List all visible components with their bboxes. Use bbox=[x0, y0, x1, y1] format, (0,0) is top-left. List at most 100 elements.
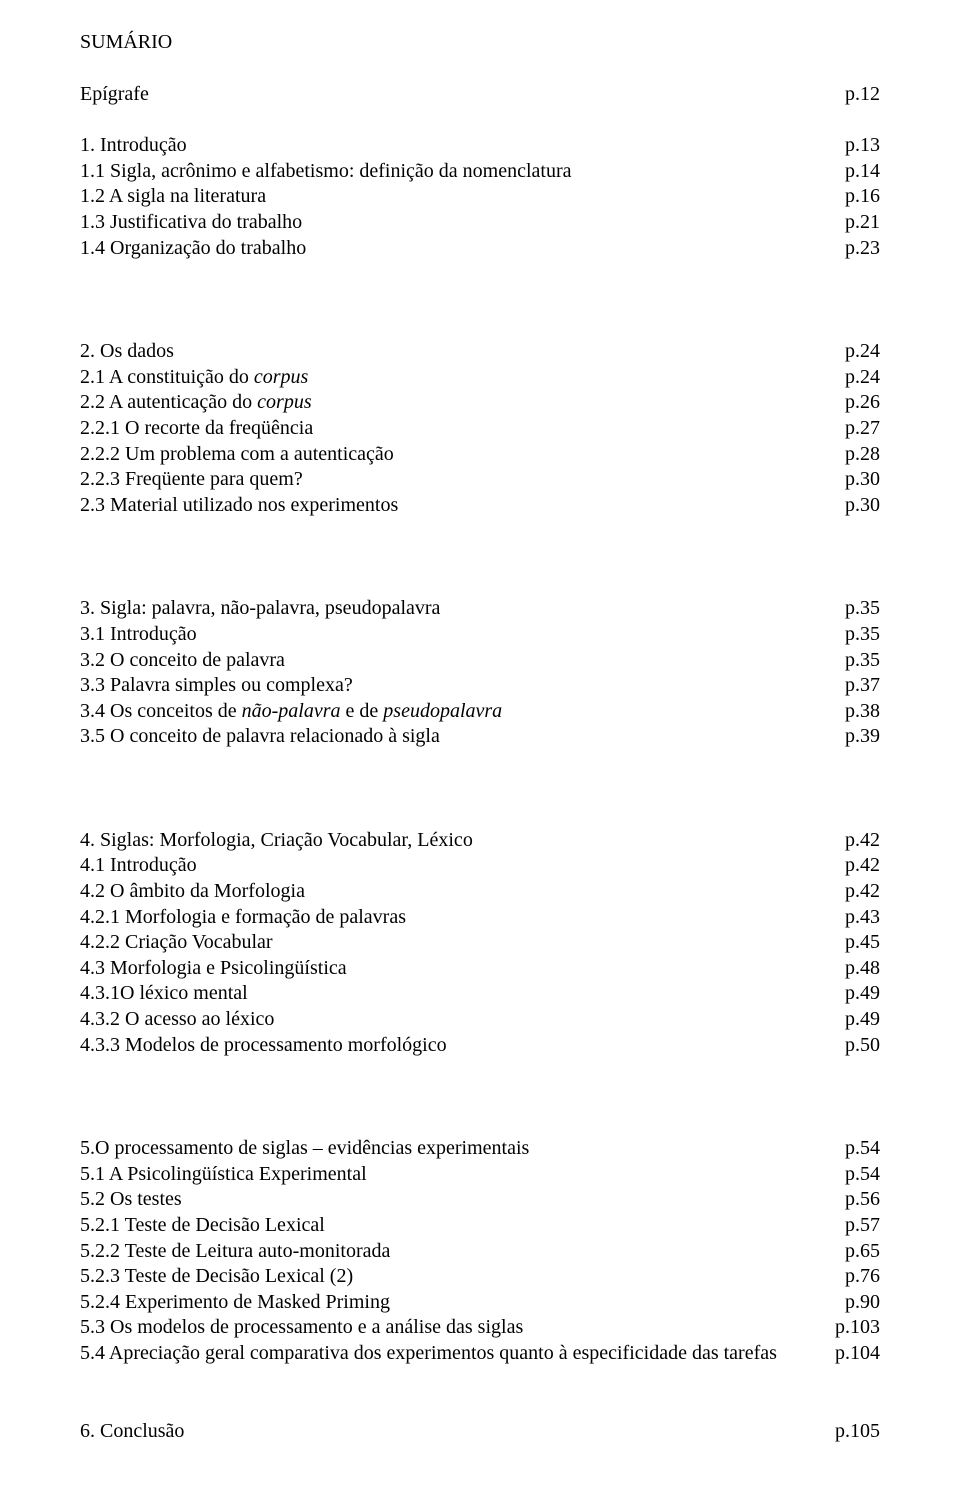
toc-label: 2.2 A autenticação do corpus bbox=[80, 390, 833, 416]
toc-entry: 4.2.2 Criação Vocabularp.45 bbox=[80, 930, 880, 956]
toc-entry: 3.1 Introduçãop.35 bbox=[80, 622, 880, 648]
toc-label: 5.1 A Psicolingüística Experimental bbox=[80, 1162, 833, 1188]
toc-entry: 4.3.1O léxico mentalp.49 bbox=[80, 981, 880, 1007]
toc-page: p.48 bbox=[833, 956, 880, 982]
toc-label: 2.2.1 O recorte da freqüência bbox=[80, 416, 833, 442]
toc-label: 4.2.2 Criação Vocabular bbox=[80, 930, 833, 956]
toc-label: 1. Introdução bbox=[80, 133, 833, 159]
toc-page: p.43 bbox=[833, 905, 880, 931]
toc-page: p.90 bbox=[833, 1290, 880, 1316]
toc-label: 4. Siglas: Morfologia, Criação Vocabular… bbox=[80, 828, 833, 854]
toc-entry: 4.3 Morfologia e Psicolingüísticap.48 bbox=[80, 956, 880, 982]
toc-page: p.49 bbox=[833, 1007, 880, 1033]
toc-label: 6. Conclusão bbox=[80, 1419, 823, 1445]
toc-page: p.65 bbox=[833, 1239, 880, 1265]
toc-label: 3. Sigla: palavra, não-palavra, pseudopa… bbox=[80, 596, 833, 622]
toc-label: 3.3 Palavra simples ou complexa? bbox=[80, 673, 833, 699]
toc-label: 5.4 Apreciação geral comparativa dos exp… bbox=[80, 1341, 823, 1367]
toc-entry: 5.1 A Psicolingüística Experimentalp.54 bbox=[80, 1162, 880, 1188]
toc-label-italic: corpus bbox=[257, 391, 311, 413]
toc-page: p.16 bbox=[833, 184, 880, 210]
toc-label: 2. Os dados bbox=[80, 339, 833, 365]
toc-label-mid: e de bbox=[341, 700, 384, 722]
toc-label: 4.2 O âmbito da Morfologia bbox=[80, 879, 833, 905]
toc-page: p.56 bbox=[833, 1187, 880, 1213]
toc-section: 3. Sigla: palavra, não-palavra, pseudopa… bbox=[80, 596, 880, 750]
toc-entry: 4.2.1 Morfologia e formação de palavrasp… bbox=[80, 905, 880, 931]
toc-entry: 5.2 Os testesp.56 bbox=[80, 1187, 880, 1213]
toc-section: 1. Introduçãop.131.1 Sigla, acrônimo e a… bbox=[80, 133, 880, 261]
toc-label: 5.2.3 Teste de Decisão Lexical (2) bbox=[80, 1264, 833, 1290]
toc-page: p.49 bbox=[833, 981, 880, 1007]
toc-label: 3.2 O conceito de palavra bbox=[80, 648, 833, 674]
toc-page: p.26 bbox=[833, 390, 880, 416]
toc-entry: 4.2 O âmbito da Morfologiap.42 bbox=[80, 879, 880, 905]
toc-page: p.54 bbox=[833, 1136, 880, 1162]
toc-label: 4.3.3 Modelos de processamento morfológi… bbox=[80, 1033, 833, 1059]
toc-entry: 5.O processamento de siglas – evidências… bbox=[80, 1136, 880, 1162]
toc-section: 6. Conclusãop.105 bbox=[80, 1419, 880, 1445]
toc-label-pre: 2.1 A constituição do bbox=[80, 366, 254, 388]
toc-entry: 1.2 A sigla na literaturap.16 bbox=[80, 184, 880, 210]
toc-entry: 1.3 Justificativa do trabalhop.21 bbox=[80, 210, 880, 236]
toc-label: 1.2 A sigla na literatura bbox=[80, 184, 833, 210]
toc-label: 5.2.4 Experimento de Masked Priming bbox=[80, 1290, 833, 1316]
toc-page: p.42 bbox=[833, 879, 880, 905]
toc-label-pre: 2.2 A autenticação do bbox=[80, 391, 257, 413]
toc-label: 2.3 Material utilizado nos experimentos bbox=[80, 493, 833, 519]
toc-page: p.35 bbox=[833, 596, 880, 622]
toc-page: p.27 bbox=[833, 416, 880, 442]
toc-page: p.13 bbox=[833, 133, 880, 159]
toc-page: p.57 bbox=[833, 1213, 880, 1239]
toc-entry: 3.3 Palavra simples ou complexa?p.37 bbox=[80, 673, 880, 699]
toc-page: p.30 bbox=[833, 493, 880, 519]
toc-label: 5.2.1 Teste de Decisão Lexical bbox=[80, 1213, 833, 1239]
toc-entry: 2.2.3 Freqüente para quem?p.30 bbox=[80, 467, 880, 493]
toc-label: Epígrafe bbox=[80, 82, 833, 108]
document-title: SUMÁRIO bbox=[80, 30, 880, 56]
toc-page: p.24 bbox=[833, 365, 880, 391]
toc-label-italic: não-palavra bbox=[242, 700, 341, 722]
toc-label: 4.3.1O léxico mental bbox=[80, 981, 833, 1007]
epigraph-section: Epígrafe p.12 bbox=[80, 82, 880, 108]
toc-page: p.42 bbox=[833, 828, 880, 854]
toc-label-italic: pseudopalavra bbox=[383, 700, 502, 722]
toc-entry: 2.3 Material utilizado nos experimentosp… bbox=[80, 493, 880, 519]
toc-label: 5.3 Os modelos de processamento e a anál… bbox=[80, 1315, 823, 1341]
toc-entry: 2. Os dadosp.24 bbox=[80, 339, 880, 365]
toc-entry: Epígrafe p.12 bbox=[80, 82, 880, 108]
toc-entry: 5.3 Os modelos de processamento e a anál… bbox=[80, 1315, 880, 1341]
toc-section: 4. Siglas: Morfologia, Criação Vocabular… bbox=[80, 828, 880, 1058]
toc-label-italic: corpus bbox=[254, 366, 308, 388]
toc-entry: 3.5 O conceito de palavra relacionado à … bbox=[80, 724, 880, 750]
toc-label-pre: 3.4 Os conceitos de bbox=[80, 700, 242, 722]
toc-label: 5.2.2 Teste de Leitura auto-monitorada bbox=[80, 1239, 833, 1265]
toc-entry: 5.2.1 Teste de Decisão Lexicalp.57 bbox=[80, 1213, 880, 1239]
toc-label: 4.1 Introdução bbox=[80, 853, 833, 879]
toc-entry: 5.2.2 Teste de Leitura auto-monitoradap.… bbox=[80, 1239, 880, 1265]
toc-page: p.45 bbox=[833, 930, 880, 956]
toc-page: p.14 bbox=[833, 159, 880, 185]
toc-entry: 1.1 Sigla, acrônimo e alfabetismo: defin… bbox=[80, 159, 880, 185]
toc-entry: 3.2 O conceito de palavrap.35 bbox=[80, 648, 880, 674]
toc-label: 1.4 Organização do trabalho bbox=[80, 236, 833, 262]
toc-page: p.24 bbox=[833, 339, 880, 365]
toc-page: p.23 bbox=[833, 236, 880, 262]
toc-page: p.76 bbox=[833, 1264, 880, 1290]
toc-page: p.104 bbox=[823, 1341, 880, 1367]
toc-label: 4.3 Morfologia e Psicolingüística bbox=[80, 956, 833, 982]
toc-page: p.28 bbox=[833, 442, 880, 468]
toc-entry: 1.4 Organização do trabalhop.23 bbox=[80, 236, 880, 262]
toc-page: p.50 bbox=[833, 1033, 880, 1059]
toc-page: p.103 bbox=[823, 1315, 880, 1341]
toc-entry: 6. Conclusãop.105 bbox=[80, 1419, 880, 1445]
toc-entry: 5.2.3 Teste de Decisão Lexical (2)p.76 bbox=[80, 1264, 880, 1290]
toc-section: 5.O processamento de siglas – evidências… bbox=[80, 1136, 880, 1366]
toc-label: 2.2.2 Um problema com a autenticação bbox=[80, 442, 833, 468]
toc-entry: 3. Sigla: palavra, não-palavra, pseudopa… bbox=[80, 596, 880, 622]
toc-label: 2.1 A constituição do corpus bbox=[80, 365, 833, 391]
toc-label: 5.O processamento de siglas – evidências… bbox=[80, 1136, 833, 1162]
toc-label: 1.1 Sigla, acrônimo e alfabetismo: defin… bbox=[80, 159, 833, 185]
toc-label: 1.3 Justificativa do trabalho bbox=[80, 210, 833, 236]
toc-entry: 4.1 Introduçãop.42 bbox=[80, 853, 880, 879]
